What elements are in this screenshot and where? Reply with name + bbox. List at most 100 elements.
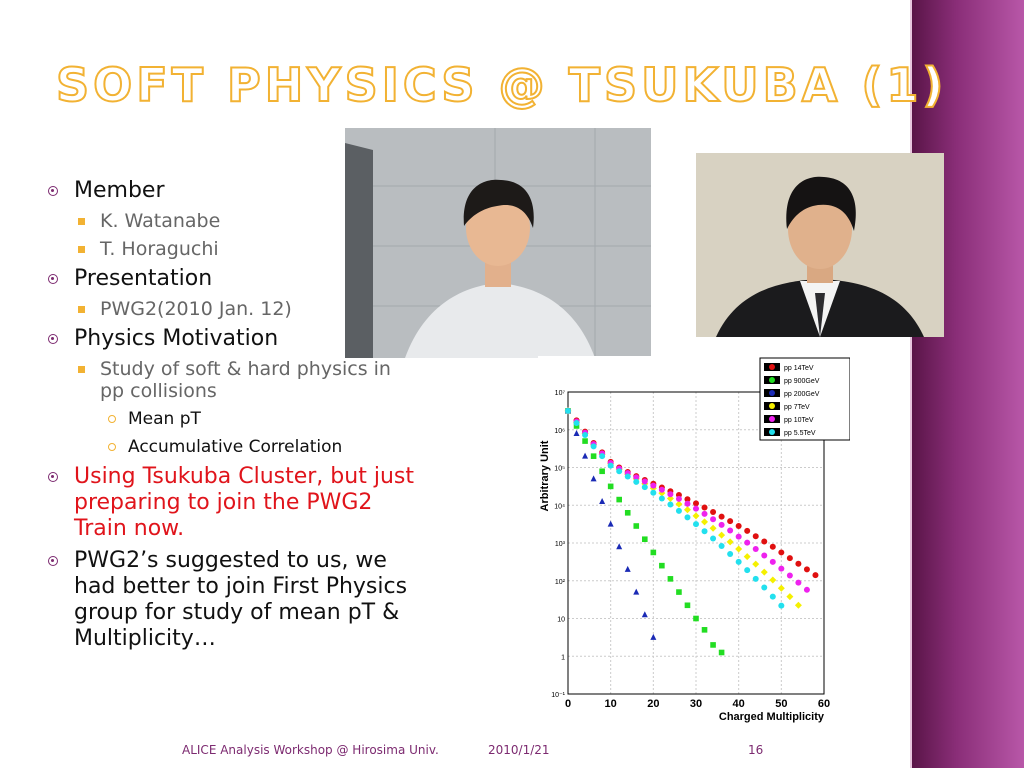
- bullet-marker-icon: [48, 186, 58, 196]
- data-point: [777, 584, 785, 592]
- data-point: [693, 505, 699, 512]
- data-point: [675, 495, 682, 502]
- data-point: [658, 495, 665, 502]
- data-point: [701, 528, 708, 535]
- square-bullet-icon: [78, 366, 85, 373]
- y-tick-label: 10²: [555, 579, 566, 586]
- legend-entry: pp 5.5TeV: [784, 430, 816, 437]
- data-point: [803, 566, 810, 573]
- data-point: [590, 453, 597, 459]
- data-point: [701, 510, 708, 517]
- bullet-level2: T. Horaguchi: [48, 238, 418, 260]
- data-point: [650, 633, 657, 640]
- data-point: [624, 565, 631, 572]
- data-point: [582, 452, 589, 459]
- data-point: [616, 543, 623, 550]
- data-point: [803, 586, 810, 593]
- bullet-marker-icon: [48, 334, 58, 344]
- square-bullet-icon: [78, 218, 85, 225]
- bullet-marker-icon: [48, 274, 58, 284]
- data-point: [710, 535, 717, 542]
- data-point: [633, 588, 640, 595]
- data-point: [727, 518, 734, 525]
- square-bullet-icon: [78, 246, 85, 253]
- data-point: [786, 593, 794, 601]
- y-tick-label: 10⁷: [555, 390, 566, 397]
- data-point: [778, 565, 785, 572]
- y-axis-label: Arbitrary Unit: [539, 440, 551, 511]
- bullet-text: PWG2(2010 Jan. 12): [100, 298, 292, 320]
- x-tick-label: 60: [818, 698, 830, 710]
- multiplicity-chart: 0 10 20 30 40 50 60 10⁻¹ 1 10 10² 10³ 10⁴ 10⁵ 10⁶ 10⁷ A…: [538, 356, 851, 724]
- bullet-text: Study of soft & hard physics in pp colli…: [100, 358, 391, 402]
- data-point: [582, 432, 589, 439]
- legend-entry: pp 7TeV: [784, 404, 810, 411]
- chart-legend: pp 14TeV pp 900GeV pp 200GeV pp 7TeV pp 10Te…: [759, 357, 851, 441]
- data-point: [599, 453, 606, 460]
- bullet-text: Accumulative Correlation: [128, 437, 343, 457]
- side-band-edge: [910, 0, 913, 768]
- data-point: [769, 593, 776, 600]
- data-point: [650, 549, 657, 556]
- data-point: [786, 572, 793, 579]
- data-point: [727, 527, 734, 534]
- data-point: [642, 536, 648, 543]
- series-pp-5.5tev: [565, 407, 785, 609]
- data-point: [812, 572, 819, 579]
- data-point: [735, 533, 742, 540]
- data-point: [650, 489, 657, 496]
- bullet-text: Mean pT: [128, 409, 201, 429]
- bullet-text: K. Watanabe: [100, 210, 221, 232]
- legend-swatch: [769, 390, 775, 396]
- data-point: [795, 560, 802, 567]
- data-point: [718, 513, 725, 520]
- data-point: [624, 510, 631, 516]
- data-point: [693, 521, 699, 528]
- legend-entry: pp 900GeV: [784, 378, 820, 385]
- legend-entry: pp 10TeV: [784, 417, 814, 424]
- data-point: [633, 474, 640, 481]
- data-point: [607, 483, 614, 490]
- data-point: [667, 491, 674, 498]
- data-point: [727, 550, 734, 557]
- data-point: [582, 438, 588, 444]
- data-point: [701, 504, 708, 511]
- data-point: [743, 553, 751, 561]
- y-tick-label: 10³: [555, 541, 566, 548]
- data-point: [565, 407, 571, 414]
- data-point: [709, 524, 717, 532]
- data-point: [684, 602, 691, 609]
- data-point: [710, 516, 717, 523]
- bullet-level1: Physics Motivation: [48, 326, 418, 352]
- data-point: [752, 560, 760, 568]
- data-point: [710, 642, 716, 648]
- data-point: [658, 486, 665, 493]
- data-point: [659, 562, 665, 569]
- y-tick-label: 10⁴: [554, 503, 565, 510]
- data-point: [675, 500, 683, 508]
- bullet-level2: Study of soft & hard physics in pp colli…: [48, 358, 418, 402]
- bullet-level1: Member: [48, 178, 418, 204]
- data-point: [573, 419, 580, 426]
- square-bullet-icon: [78, 306, 85, 313]
- person-photo-icon: [696, 153, 944, 337]
- data-point: [667, 576, 674, 582]
- bullet-marker-icon: [48, 472, 58, 482]
- bullet-text: Presentation: [74, 266, 213, 291]
- x-tick-label: 30: [690, 698, 702, 710]
- x-tick-label: 20: [647, 698, 659, 710]
- legend-swatch: [769, 377, 775, 383]
- data-point: [573, 430, 580, 437]
- data-point: [718, 531, 726, 539]
- data-point: [641, 611, 648, 618]
- data-point: [735, 523, 742, 530]
- data-point: [599, 468, 605, 475]
- bullet-marker-icon: [48, 556, 58, 566]
- slide-title: Soft Physics @ Tsukuba (1): [55, 57, 948, 113]
- data-point: [676, 589, 682, 595]
- data-point: [607, 462, 614, 469]
- data-point: [761, 538, 768, 545]
- legend-swatch: [769, 403, 775, 409]
- bullet-level2: K. Watanabe: [48, 210, 418, 232]
- person-photo-icon: [345, 128, 651, 358]
